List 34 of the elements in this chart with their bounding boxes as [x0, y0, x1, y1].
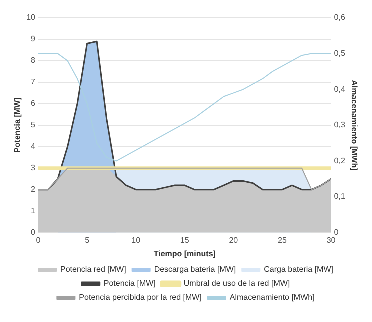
y-tick-label: 9 [31, 34, 36, 44]
y-tick-label: 6 [31, 99, 36, 108]
legend-label: Potencia red [MW] [60, 265, 126, 274]
legend-label: Carga bateria [MW] [264, 265, 334, 274]
y-axis-title: Potencia [MW] [13, 98, 22, 153]
y2-tick-label: 0,2 [334, 156, 346, 166]
y2-tick-label: 0,5 [334, 49, 346, 58]
y-tick-label: 4 [31, 142, 36, 152]
y2-tick-label: 0 [334, 228, 340, 238]
y2-tick-label: 0,4 [334, 84, 346, 94]
y2-tick-label: 0,1 [334, 192, 346, 202]
x-tick-label: 10 [132, 236, 142, 245]
x-tick-label: 15 [180, 236, 190, 245]
y-tick-label: 0 [31, 228, 36, 238]
x-tick-label: 30 [326, 236, 336, 245]
legend-label: Umbral de uso de la red [MW] [184, 279, 290, 288]
x-tick-label: 20 [229, 236, 239, 245]
y-tick-label: 3 [31, 164, 36, 173]
y2-axis-title: Almacenamiento [MWh] [350, 80, 359, 172]
y-tick-label: 8 [31, 56, 36, 66]
legend-label: Potencia percibida por la red [MW] [79, 293, 202, 302]
y-tick-label: 1 [31, 206, 36, 216]
legend-label: Almacenamiento [MWh] [230, 293, 315, 302]
legend-label: Potencia [MW] [104, 279, 156, 288]
y2-tick-label: 0,6 [334, 13, 346, 22]
y-tick-label: 7 [31, 78, 36, 87]
x-tick-label: 5 [85, 236, 90, 245]
x-axis-title: Tiempo [minuts] [154, 249, 216, 258]
legend-label: Descarga bateria [MW] [154, 265, 236, 274]
y-tick-label: 10 [26, 13, 36, 22]
y-tick-label: 2 [31, 185, 36, 194]
y-tick-label: 5 [31, 120, 36, 130]
x-tick-label: 25 [278, 236, 288, 245]
y2-tick-label: 0,3 [334, 120, 346, 130]
